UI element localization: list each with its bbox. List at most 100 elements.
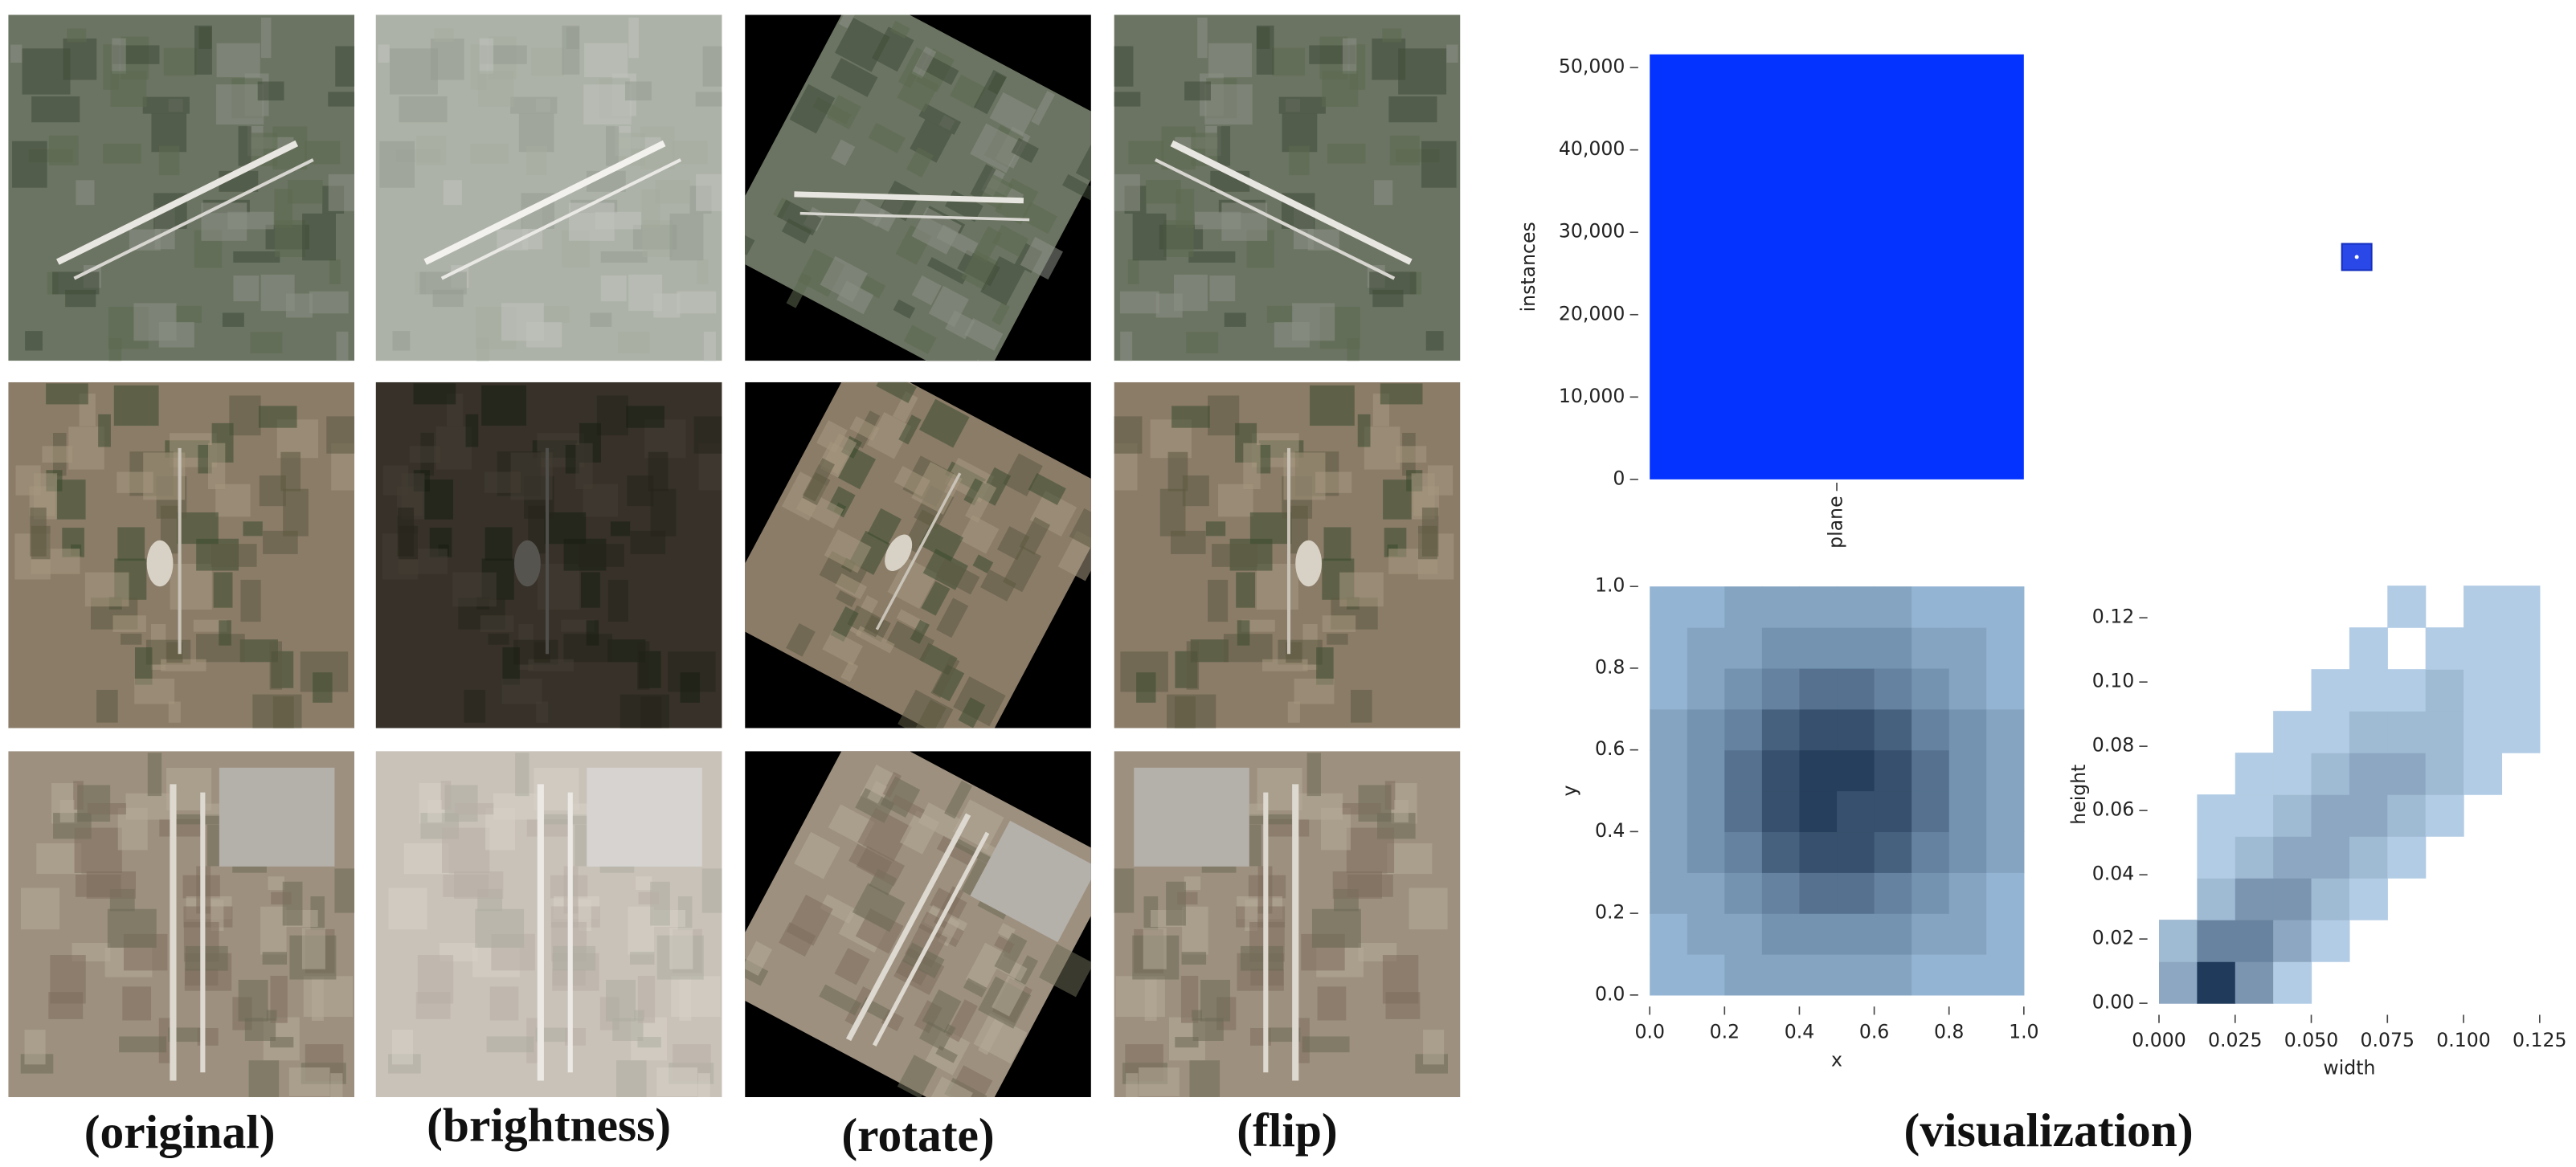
image-texture: [959, 515, 1000, 554]
heatmap-cell: [1687, 831, 1725, 873]
heatmap-cell: [2349, 711, 2388, 753]
image-texture: [302, 213, 336, 261]
image-texture: [840, 661, 859, 683]
image-texture: [1221, 202, 1268, 241]
image-texture: [1200, 979, 1231, 1022]
image-texture: [1136, 672, 1156, 703]
image-texture: [74, 827, 122, 873]
image-texture: [1186, 332, 1219, 353]
image-texture: [786, 894, 833, 946]
heatmap-cell: [2349, 878, 2388, 920]
image-texture: [194, 25, 212, 75]
image-texture: [1398, 48, 1447, 95]
urban-block: [970, 820, 1091, 943]
image-texture: [336, 331, 349, 361]
image-texture: [1423, 1030, 1445, 1065]
image-texture: [911, 46, 937, 80]
heatmap-cell: [1948, 913, 1987, 955]
image-texture: [1120, 331, 1133, 361]
image-texture: [526, 322, 562, 348]
image-texture: [275, 220, 305, 257]
image-texture: [701, 868, 722, 913]
image-texture: [67, 28, 87, 43]
image-texture: [1350, 689, 1372, 723]
image-texture: [918, 802, 964, 842]
heatmap-cell: [1986, 831, 2025, 873]
image-texture: [271, 892, 292, 905]
heatmap-cell: [1986, 913, 2025, 955]
image-texture: [24, 1030, 46, 1065]
image-texture: [617, 332, 650, 353]
heatmap-cell: [1874, 913, 1912, 955]
heatmap-cell: [1761, 953, 1801, 996]
heatmap-cell: [1837, 667, 1875, 710]
image-texture: [215, 84, 264, 125]
image-texture: [970, 164, 996, 200]
image-texture: [479, 38, 494, 74]
image-texture: [1320, 807, 1351, 851]
heatmap-cell: [1986, 708, 2025, 751]
image-texture: [994, 936, 1015, 954]
image-texture: [872, 27, 914, 72]
image-texture: [911, 206, 962, 255]
y-tick-label: 1.0: [1595, 574, 1625, 597]
image-texture: [992, 301, 1011, 325]
heatmap-cell: [1687, 667, 1725, 710]
image-texture: [653, 293, 681, 318]
image-texture: [63, 38, 97, 80]
image-texture: [392, 331, 411, 351]
image-texture: [880, 180, 921, 222]
image-texture: [820, 894, 857, 924]
image-texture: [898, 414, 922, 445]
image-texture: [606, 979, 636, 1022]
image-texture: [59, 799, 75, 822]
label-boxes: [2341, 243, 2373, 271]
heatmap-cell: [2464, 669, 2503, 712]
heatmap-cell: [2235, 753, 2274, 795]
image-texture: [1369, 271, 1417, 295]
y-tick-label: 0.6: [1595, 737, 1625, 760]
image-texture: [1114, 92, 1141, 107]
y-tick-label: 0.00: [2092, 991, 2135, 1014]
image-texture: [831, 139, 856, 166]
image-texture: [918, 398, 970, 448]
image-texture: [329, 259, 341, 284]
urban-block: [587, 767, 702, 867]
image-texture: [535, 1027, 571, 1043]
image-texture: [1163, 220, 1194, 257]
image-texture: [1339, 572, 1384, 607]
image-texture: [590, 312, 612, 327]
image-texture: [973, 1013, 1028, 1064]
image-texture: [1427, 465, 1454, 496]
image-texture: [134, 647, 153, 685]
heatmap-cell: [2425, 753, 2464, 795]
image-texture: [921, 581, 951, 616]
heatmap-cell: [2273, 753, 2312, 795]
image-texture: [1020, 236, 1064, 280]
heatmap-cell: [1986, 627, 2025, 669]
brightness-overlay: [375, 14, 722, 361]
image-panel: [375, 751, 722, 1098]
image-texture: [656, 1067, 697, 1096]
image-texture: [824, 529, 872, 573]
image-texture: [117, 807, 148, 851]
image-texture: [108, 337, 122, 361]
image-texture: [25, 331, 43, 351]
heatmap-cell: [1948, 667, 1987, 710]
image-texture: [777, 199, 822, 236]
image-texture: [489, 986, 519, 1021]
heatmap-cell: [1650, 586, 1688, 628]
image-texture: [84, 572, 129, 607]
heatmap-cell: [1799, 790, 1838, 833]
image-texture: [403, 843, 449, 875]
image-texture: [918, 1021, 952, 1051]
image-texture: [1197, 17, 1208, 59]
image-texture: [427, 799, 442, 822]
heatmap-cell: [2501, 627, 2541, 670]
image-texture: [1114, 46, 1134, 87]
image-texture: [185, 945, 228, 971]
image-texture: [1186, 641, 1200, 690]
image-texture: [1387, 843, 1433, 875]
y-axis-label: y: [1558, 785, 1580, 797]
image-texture: [229, 395, 261, 436]
